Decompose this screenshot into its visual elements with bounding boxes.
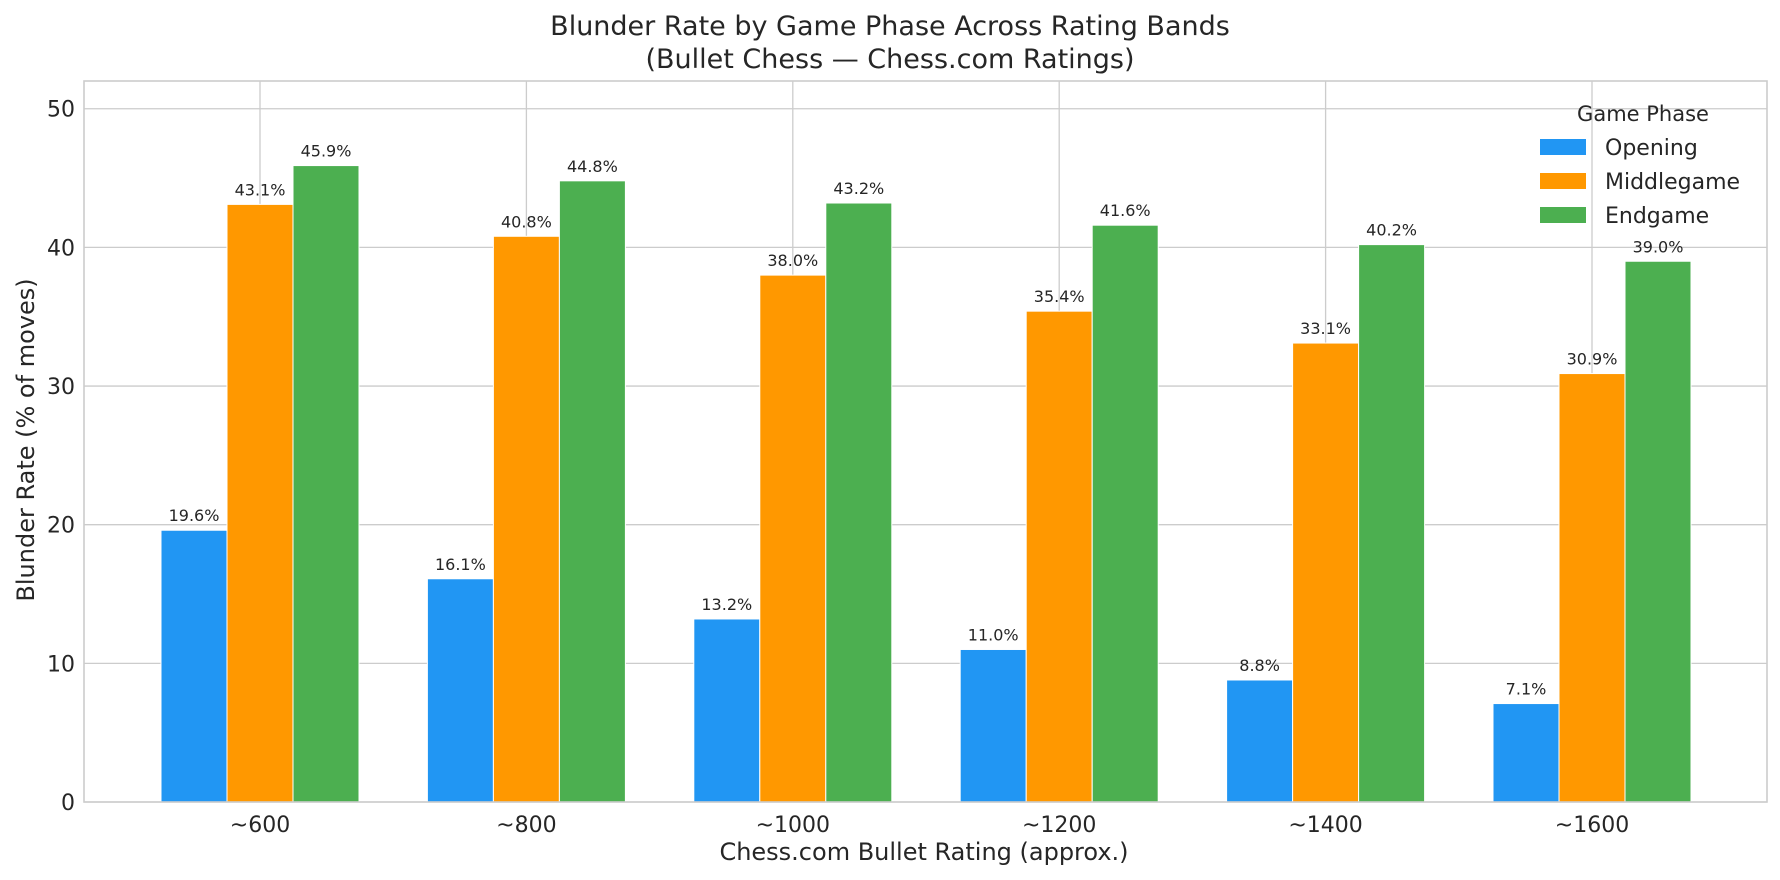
bar-value-label: 40.2% (1366, 221, 1417, 240)
bar-value-label: 11.0% (968, 625, 1019, 644)
bar-middlegame-1 (492, 235, 560, 803)
x-tick-label: ~1600 (1555, 813, 1629, 838)
bar-value-label: 43.2% (833, 179, 884, 198)
bar-middlegame-2 (759, 274, 827, 803)
bar-value-label: 7.1% (1506, 680, 1547, 699)
bar-value-label: 35.4% (1034, 287, 1085, 306)
bar-endgame-1 (558, 180, 626, 803)
y-tick-label: 30 (47, 375, 75, 400)
bar-endgame-5 (1624, 260, 1692, 803)
legend-swatch-middlegame (1540, 173, 1586, 189)
legend: Game Phase Opening Middlegame Endgame (1540, 102, 1740, 229)
bar-opening-3 (959, 648, 1027, 803)
bar-opening-4 (1226, 679, 1294, 803)
y-tick-label: 40 (47, 236, 75, 261)
bar-middlegame-5 (1558, 373, 1626, 803)
legend-label-opening: Opening (1605, 136, 1698, 161)
bar-value-label: 45.9% (301, 142, 352, 161)
bar-endgame-4 (1358, 244, 1426, 803)
bar-value-label: 16.1% (435, 555, 486, 574)
bars-layer (160, 165, 1692, 803)
y-tick-label: 0 (61, 791, 75, 816)
bar-value-label: 33.1% (1300, 319, 1351, 338)
bar-value-label: 40.8% (501, 212, 552, 231)
x-tick-label: ~1200 (1022, 813, 1096, 838)
y-tick-label: 20 (47, 514, 75, 539)
legend-items: Opening Middlegame Endgame (1540, 136, 1740, 229)
x-tick-label: ~1400 (1288, 813, 1362, 838)
chart-title: Blunder Rate by Game Phase Across Rating… (550, 11, 1230, 42)
legend-swatch-endgame (1540, 207, 1586, 223)
bar-value-label: 13.2% (701, 595, 752, 614)
bar-opening-5 (1492, 703, 1560, 803)
legend-swatch-opening (1540, 139, 1586, 155)
bar-opening-1 (426, 578, 494, 803)
y-tick-label: 50 (47, 98, 75, 123)
bar-value-label: 43.1% (235, 180, 286, 199)
bar-middlegame-4 (1292, 342, 1360, 803)
bar-opening-2 (693, 618, 761, 803)
grid-layer (84, 81, 1767, 803)
bar-endgame-2 (825, 202, 893, 803)
plot-frame (83, 80, 1768, 803)
legend-label-middlegame: Middlegame (1605, 170, 1740, 195)
x-axis-label: Chess.com Bullet Rating (approx.) (719, 838, 1128, 866)
bar-value-label: 8.8% (1239, 656, 1280, 675)
x-tick-label: ~1000 (756, 813, 830, 838)
bar-value-label: 44.8% (567, 157, 618, 176)
x-tick-label: ~600 (230, 813, 290, 838)
legend-label-endgame: Endgame (1605, 204, 1709, 229)
bar-value-label: 38.0% (767, 251, 818, 270)
x-tick-labels: ~600 ~800 ~1000 ~1200 ~1400 ~1600 (230, 813, 1629, 838)
bar-endgame-3 (1091, 224, 1159, 803)
y-axis-label: Blunder Rate (% of moves) (12, 278, 40, 601)
bar-opening-0 (160, 529, 228, 803)
bar-middlegame-3 (1025, 310, 1093, 803)
bar-value-label: 30.9% (1567, 350, 1618, 369)
chart-subtitle: (Bullet Chess — Chess.com Ratings) (645, 44, 1134, 75)
x-tick-label: ~800 (496, 813, 556, 838)
bar-middlegame-0 (226, 203, 294, 803)
bar-value-label: 39.0% (1633, 237, 1684, 256)
bar-endgame-0 (292, 165, 360, 803)
legend-title: Game Phase (1577, 102, 1709, 126)
y-tick-labels: 0 10 20 30 40 50 (47, 98, 75, 816)
bar-labels-layer: 19.6% 16.1% 13.2% 11.0% 8.8% 7.1% 43.1% 40.8% 38… (169, 142, 1684, 699)
bar-value-label: 19.6% (169, 506, 220, 525)
y-tick-label: 10 (47, 652, 75, 677)
bar-value-label: 41.6% (1100, 201, 1151, 220)
